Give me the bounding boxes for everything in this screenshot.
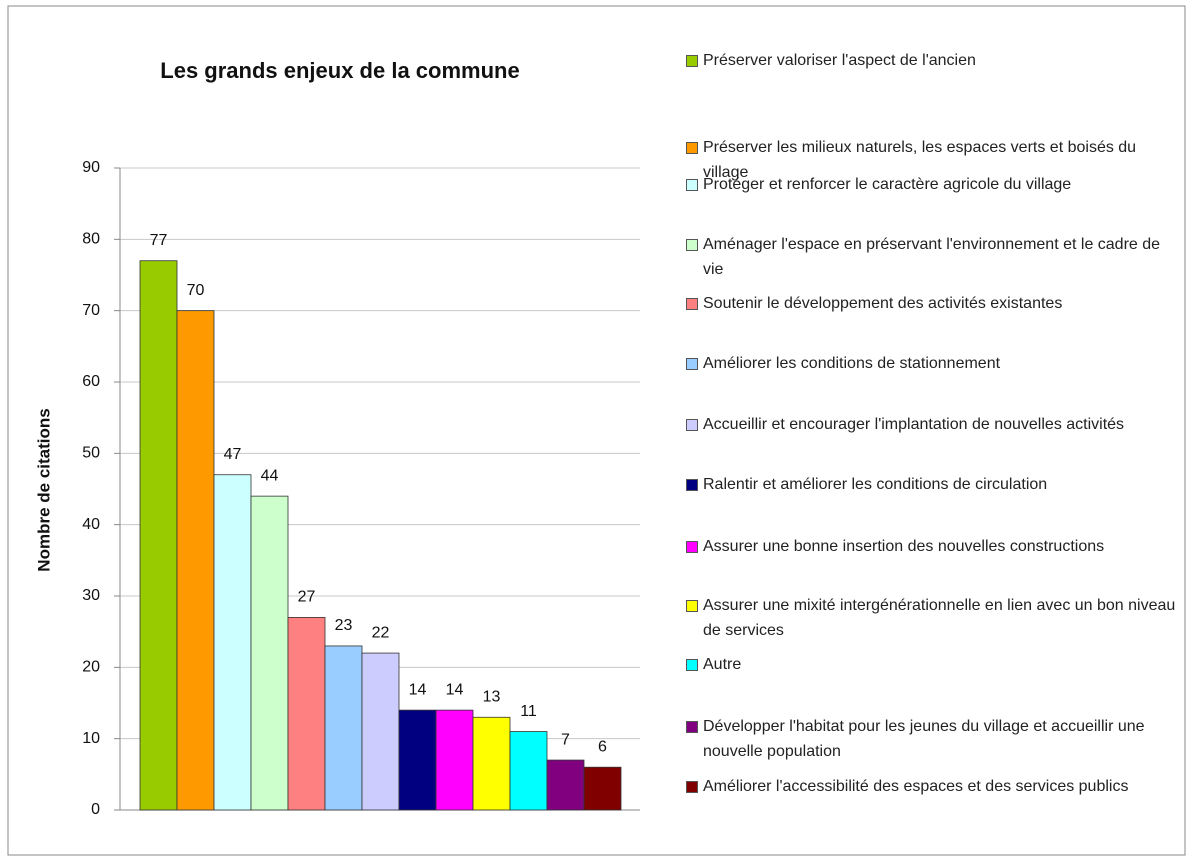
legend-label: Préserver les milieux naturels, les espa… bbox=[703, 139, 1137, 181]
y-tick-label: 60 bbox=[82, 373, 100, 390]
legend-label: Améliorer les conditions de stationnemen… bbox=[703, 355, 1001, 372]
data-label: 27 bbox=[298, 589, 316, 606]
chart-title: Les grands enjeux de la commune bbox=[160, 58, 519, 83]
data-label: 13 bbox=[483, 688, 501, 705]
legend-item: Assurer une bonne insertion des nouvelle… bbox=[686, 534, 1183, 559]
legend-item: Ralentir et améliorer les conditions de … bbox=[686, 472, 1183, 497]
legend-swatch bbox=[686, 298, 698, 310]
data-label: 11 bbox=[520, 703, 537, 720]
data-label: 7 bbox=[561, 731, 570, 748]
legend-label: Accueillir et encourager l'implantation … bbox=[703, 416, 1125, 433]
legend-item: Soutenir le développement des activités … bbox=[686, 291, 1183, 316]
data-label: 70 bbox=[187, 282, 205, 299]
y-axis-label: Nombre de citations bbox=[34, 408, 53, 571]
legend-swatch bbox=[686, 781, 698, 793]
y-tick-label: 30 bbox=[82, 587, 100, 604]
legend-item: Améliorer l'accessibilité des espaces et… bbox=[686, 774, 1183, 799]
bar bbox=[583, 766, 622, 811]
bar bbox=[324, 645, 363, 811]
bar bbox=[176, 310, 215, 811]
y-tick-label: 70 bbox=[82, 302, 100, 319]
data-label: 47 bbox=[224, 446, 242, 463]
legend-swatch bbox=[686, 600, 698, 612]
legend-item: Préserver valoriser l'aspect de l'ancien bbox=[686, 48, 1183, 73]
legend-item: Assurer une mixité intergénérationnelle … bbox=[686, 593, 1183, 643]
bar bbox=[287, 617, 326, 811]
data-label: 14 bbox=[409, 681, 427, 698]
y-tick-label: 10 bbox=[82, 730, 100, 747]
legend-label: Améliorer l'accessibilité des espaces et… bbox=[703, 778, 1129, 795]
legend-swatch bbox=[686, 358, 698, 370]
legend-swatch bbox=[686, 721, 698, 733]
legend-item: Protéger et renforcer le caractère agric… bbox=[686, 172, 1183, 197]
bar bbox=[213, 474, 252, 811]
legend-item: Préserver les milieux naturels, les espa… bbox=[686, 135, 1183, 185]
y-tick-label: 40 bbox=[82, 516, 100, 533]
legend-label: Protéger et renforcer le caractère agric… bbox=[703, 176, 1072, 193]
data-label: 14 bbox=[446, 681, 464, 698]
legend-label: Autre bbox=[703, 656, 742, 673]
legend-item: Développer l'habitat pour les jeunes du … bbox=[686, 714, 1183, 764]
legend-item: Autre bbox=[686, 652, 1183, 677]
legend-label: Soutenir le développement des activités … bbox=[703, 295, 1063, 312]
legend-swatch bbox=[686, 479, 698, 491]
data-label: 6 bbox=[598, 738, 607, 755]
data-label: 77 bbox=[150, 232, 168, 249]
legend-item: Améliorer les conditions de stationnemen… bbox=[686, 351, 1183, 376]
legend-swatch bbox=[686, 142, 698, 154]
legend-swatch bbox=[686, 55, 698, 67]
y-tick-label: 50 bbox=[82, 445, 100, 462]
y-tick-label: 20 bbox=[82, 659, 100, 676]
legend-item: Aménager l'espace en préservant l'enviro… bbox=[686, 232, 1183, 282]
data-label: 22 bbox=[372, 624, 390, 641]
legend-label: Assurer une bonne insertion des nouvelle… bbox=[703, 538, 1105, 555]
legend-label: Préserver valoriser l'aspect de l'ancien bbox=[703, 52, 976, 69]
y-tick-label: 0 bbox=[91, 801, 100, 818]
bar bbox=[250, 495, 289, 811]
bar bbox=[398, 709, 437, 811]
bar bbox=[509, 731, 548, 811]
bar bbox=[546, 759, 585, 811]
y-tick-label: 80 bbox=[82, 231, 100, 248]
legend-swatch bbox=[686, 179, 698, 191]
legend-swatch bbox=[686, 659, 698, 671]
bar bbox=[361, 652, 400, 811]
bar bbox=[435, 709, 474, 811]
y-tick-label: 90 bbox=[82, 159, 100, 176]
legend-label: Assurer une mixité intergénérationnelle … bbox=[703, 597, 1176, 639]
legend-swatch bbox=[686, 239, 698, 251]
legend-label: Ralentir et améliorer les conditions de … bbox=[703, 476, 1048, 493]
legend-swatch bbox=[686, 419, 698, 431]
legend-swatch bbox=[686, 541, 698, 553]
bar bbox=[139, 260, 178, 811]
data-label: 23 bbox=[335, 617, 353, 634]
bar bbox=[472, 716, 511, 811]
data-label: 44 bbox=[261, 467, 279, 484]
legend-label: Développer l'habitat pour les jeunes du … bbox=[703, 718, 1145, 760]
legend-item: Accueillir et encourager l'implantation … bbox=[686, 412, 1183, 437]
legend-label: Aménager l'espace en préservant l'enviro… bbox=[703, 236, 1161, 278]
